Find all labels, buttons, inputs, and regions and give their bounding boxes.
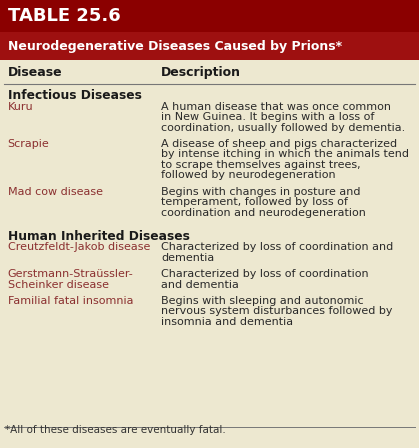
Text: Human Inherited Diseases: Human Inherited Diseases [8,230,189,243]
FancyBboxPatch shape [0,32,419,60]
Text: Mad cow disease: Mad cow disease [8,187,103,197]
Text: Begins with changes in posture and: Begins with changes in posture and [161,187,361,197]
Text: Creutzfeldt-Jakob disease: Creutzfeldt-Jakob disease [8,242,150,252]
Text: Familial fatal insomnia: Familial fatal insomnia [8,296,133,306]
Text: followed by neurodegeneration: followed by neurodegeneration [161,170,336,181]
Text: coordination, usually followed by dementia.: coordination, usually followed by dement… [161,123,406,133]
Text: Description: Description [161,65,241,79]
Text: TABLE 25.6: TABLE 25.6 [8,7,120,25]
Text: in New Guinea. It begins with a loss of: in New Guinea. It begins with a loss of [161,112,375,122]
Text: Characterized by loss of coordination: Characterized by loss of coordination [161,269,369,279]
Text: temperament, followed by loss of: temperament, followed by loss of [161,197,348,207]
Text: Scheinker disease: Scheinker disease [8,280,109,289]
Text: A human disease that was once common: A human disease that was once common [161,102,391,112]
Text: nervous system disturbances followed by: nervous system disturbances followed by [161,306,393,316]
Text: by intense itching in which the animals tend: by intense itching in which the animals … [161,149,409,159]
Text: to scrape themselves against trees,: to scrape themselves against trees, [161,160,361,170]
Text: coordination and neurodegeneration: coordination and neurodegeneration [161,207,366,218]
Text: A disease of sheep and pigs characterized: A disease of sheep and pigs characterize… [161,139,398,149]
Text: Kuru: Kuru [8,102,33,112]
Text: Scrapie: Scrapie [8,139,49,149]
Text: Disease: Disease [8,65,62,79]
Text: insomnia and dementia: insomnia and dementia [161,317,293,327]
FancyBboxPatch shape [0,0,419,32]
Text: *All of these diseases are eventually fatal.: *All of these diseases are eventually fa… [5,426,226,435]
Text: Gerstmann-Straüssler-: Gerstmann-Straüssler- [8,269,133,279]
Text: Begins with sleeping and autonomic: Begins with sleeping and autonomic [161,296,364,306]
Text: Neurodegenerative Diseases Caused by Prions*: Neurodegenerative Diseases Caused by Pri… [8,39,341,53]
Text: and dementia: and dementia [161,280,239,289]
Text: Characterized by loss of coordination and: Characterized by loss of coordination an… [161,242,393,252]
Text: dementia: dementia [161,253,215,263]
Text: Infectious Diseases: Infectious Diseases [8,89,142,102]
